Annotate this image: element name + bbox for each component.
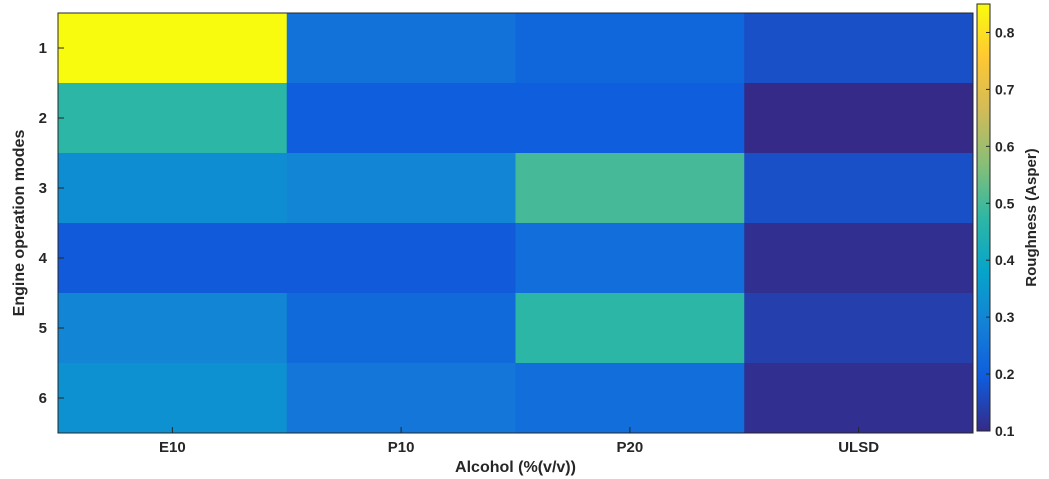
x-tick-label: E10 — [159, 439, 186, 456]
heatmap-cell-r6-c1 — [58, 363, 288, 434]
heatmap-cell-r4-c3 — [515, 223, 745, 294]
y-tick-label: 2 — [39, 110, 47, 127]
colorbar-gradient — [976, 3, 991, 432]
y-tick-label: 5 — [39, 320, 47, 337]
colorbar-label: Roughness (Asper) — [1023, 148, 1040, 286]
heatmap-cell-r3-c1 — [58, 153, 288, 224]
heatmap-cell-r4-c4 — [744, 223, 974, 294]
heatmap-cells — [58, 13, 974, 434]
heatmap-cell-r5-c3 — [515, 293, 745, 364]
heatmap-cell-r1-c1 — [58, 13, 288, 84]
heatmap-cell-r3-c3 — [515, 153, 745, 224]
heatmap-cell-r4-c1 — [58, 223, 288, 294]
colorbar-tick-label: 0.6 — [995, 138, 1015, 154]
colorbar-tick-label: 0.1 — [995, 423, 1015, 439]
heatmap-cell-r5-c4 — [744, 293, 974, 364]
plot-frame — [57, 12, 974, 434]
y-axis-ticks: 1 2 3 4 5 6 — [39, 40, 64, 407]
x-axis-label: Alcohol (%(v/v)) — [455, 459, 576, 476]
heatmap-cell-r2-c3 — [515, 83, 745, 154]
colorbar-tick-label: 0.3 — [995, 309, 1015, 325]
y-axis-label: Engine operation modes — [11, 130, 28, 317]
colorbar: 0.1 0.2 0.3 0.4 0.5 0.6 0.7 0.8 Roughness (Aspe… — [976, 3, 1040, 439]
y-tick-label: 1 — [39, 40, 47, 57]
heatmap-cell-r5-c2 — [286, 293, 516, 364]
x-axis-ticks: E10 P10 P20 ULSD — [159, 427, 879, 456]
colorbar-tick-label: 0.4 — [995, 252, 1015, 268]
colorbar-tick-label: 0.2 — [995, 366, 1015, 382]
heatmap-cell-r2-c4 — [744, 83, 974, 154]
y-tick-label: 3 — [39, 180, 47, 197]
colorbar-tick-label: 0.8 — [995, 24, 1015, 40]
heatmap-cell-r6-c3 — [515, 363, 745, 434]
heatmap-cell-r1-c3 — [515, 13, 745, 84]
colorbar-tick-label: 0.7 — [995, 81, 1015, 97]
heatmap-cell-r1-c2 — [286, 13, 516, 84]
colorbar-ticks: 0.1 0.2 0.3 0.4 0.5 0.6 0.7 0.8 — [986, 24, 1015, 439]
y-tick-label: 4 — [39, 250, 48, 267]
heatmap-cell-r2-c1 — [58, 83, 288, 154]
heatmap-cell-r1-c4 — [744, 13, 974, 84]
y-tick-label: 6 — [39, 390, 47, 407]
heatmap-cell-r3-c2 — [286, 153, 516, 224]
colorbar-tick-label: 0.5 — [995, 195, 1015, 211]
heatmap-cell-r6-c4 — [744, 363, 974, 434]
x-tick-label: P20 — [617, 439, 644, 456]
heatmap-cell-r6-c2 — [286, 363, 516, 434]
x-tick-label: P10 — [388, 439, 415, 456]
heatmap-cell-r4-c2 — [286, 223, 516, 294]
heatmap-cell-r5-c1 — [58, 293, 288, 364]
x-tick-label: ULSD — [838, 439, 879, 456]
heatmap-cell-r3-c4 — [744, 153, 974, 224]
heatmap-cell-r2-c2 — [286, 83, 516, 154]
